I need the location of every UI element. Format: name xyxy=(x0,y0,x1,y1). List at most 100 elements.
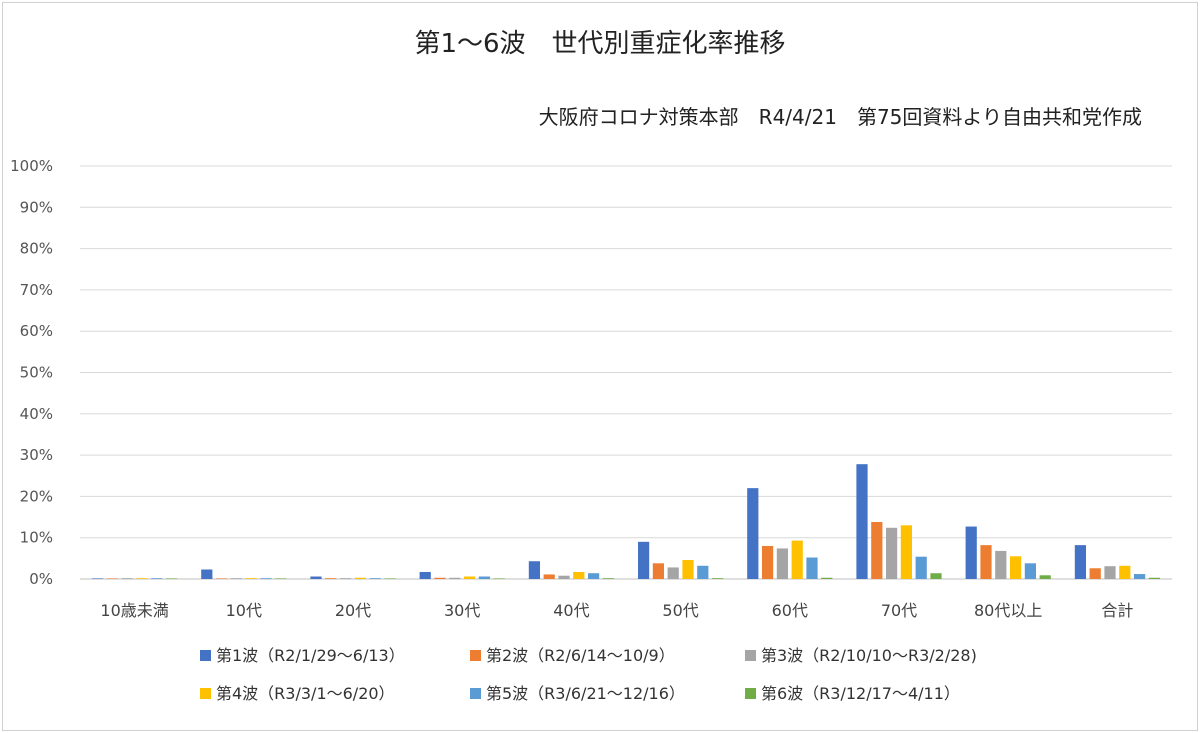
y-tick-label: 30% xyxy=(20,446,53,464)
bar xyxy=(121,578,133,579)
y-tick-label: 60% xyxy=(20,322,53,340)
bar xyxy=(354,577,366,579)
legend-label: 第6波（R3/12/17～4/11） xyxy=(761,684,960,703)
bar xyxy=(106,578,118,579)
bar xyxy=(478,576,490,579)
legend-label: 第5波（R3/6/21～12/16） xyxy=(486,684,685,703)
bar xyxy=(325,578,337,579)
bar xyxy=(260,578,272,579)
bar xyxy=(871,522,883,579)
x-axis-categories: 10歳未満 10代 20代 30代 40代 50代 60代 70代 80代以上 合計 xyxy=(100,601,1133,620)
bar xyxy=(166,578,178,579)
bar xyxy=(310,576,322,579)
gridlines xyxy=(80,165,1172,580)
bar xyxy=(697,565,709,579)
bar xyxy=(1134,574,1146,579)
bar xyxy=(449,577,461,579)
y-tick-label: 40% xyxy=(20,405,53,423)
bar xyxy=(1074,545,1086,579)
bar xyxy=(558,575,570,579)
bar xyxy=(1148,577,1160,579)
bar xyxy=(652,563,664,579)
bar xyxy=(245,578,257,579)
bar xyxy=(230,578,242,579)
bar xyxy=(762,545,774,579)
bar xyxy=(1089,568,1101,579)
legend-swatch xyxy=(470,688,481,699)
legend: 第1波（R2/1/29～6/13） 第2波（R2/6/14～10/9） 第3波（R2… xyxy=(200,646,977,703)
legend-label: 第4波（R3/3/1～6/20） xyxy=(216,684,395,703)
legend-swatch xyxy=(200,688,211,699)
bar xyxy=(682,560,694,579)
bar xyxy=(543,574,555,579)
bar xyxy=(369,578,381,579)
x-category-label: 合計 xyxy=(1101,601,1133,620)
legend-swatch xyxy=(745,650,756,661)
bar xyxy=(965,526,977,579)
y-tick-label: 70% xyxy=(20,281,53,299)
legend-swatch xyxy=(745,688,756,699)
bar xyxy=(747,488,759,579)
y-axis-ticks: 0% 10% 20% 30% 40% 50% 60% 70% 80% 90% 100% xyxy=(10,157,53,588)
bar xyxy=(588,573,600,579)
bar xyxy=(602,578,614,579)
bar xyxy=(1039,575,1051,579)
bar xyxy=(886,527,898,579)
y-tick-label: 80% xyxy=(20,240,53,258)
bar xyxy=(821,577,833,579)
bar xyxy=(900,525,912,579)
bar xyxy=(92,578,104,579)
bar xyxy=(434,577,446,579)
bar xyxy=(980,545,992,579)
chart-title: 第1～6波 世代別重症化率推移 xyxy=(414,29,785,59)
y-tick-label: 90% xyxy=(20,198,53,216)
bar xyxy=(1010,556,1022,579)
legend-label: 第2波（R2/6/14～10/9） xyxy=(486,646,675,665)
bar xyxy=(275,578,287,579)
legend-label: 第3波（R2/10/10～R3/2/28) xyxy=(761,646,977,665)
x-category-label: 20代 xyxy=(335,601,371,620)
bar xyxy=(856,464,868,579)
bar xyxy=(667,567,679,579)
legend-swatch xyxy=(470,650,481,661)
y-tick-label: 20% xyxy=(20,487,53,505)
x-category-label: 30代 xyxy=(444,601,480,620)
x-category-label: 40代 xyxy=(553,601,589,620)
bar xyxy=(136,578,148,579)
legend-label: 第1波（R2/1/29～6/13） xyxy=(216,646,405,665)
chart-subtitle: 大阪府コロナ対策本部 R4/4/21 第75回資料より自由共和党作成 xyxy=(539,105,1142,129)
x-category-label: 80代以上 xyxy=(974,601,1042,620)
bar xyxy=(791,540,803,579)
bar xyxy=(638,541,650,579)
bar xyxy=(776,548,788,579)
bars xyxy=(92,464,1160,579)
bar xyxy=(1024,563,1036,579)
bar xyxy=(419,571,431,579)
x-category-label: 10歳未満 xyxy=(100,601,168,620)
x-category-label: 70代 xyxy=(881,601,917,620)
bar xyxy=(216,578,228,579)
bar xyxy=(995,550,1007,579)
bar xyxy=(573,571,585,579)
legend-swatch xyxy=(200,650,211,661)
x-category-label: 50代 xyxy=(662,601,698,620)
bar xyxy=(806,557,818,579)
x-category-label: 60代 xyxy=(772,601,808,620)
bar xyxy=(340,578,352,579)
bar xyxy=(528,561,540,579)
y-tick-label: 10% xyxy=(20,529,53,547)
y-tick-label: 50% xyxy=(20,364,53,382)
bar xyxy=(1104,566,1116,579)
bar xyxy=(384,578,396,579)
bar xyxy=(915,556,927,579)
bar xyxy=(201,569,213,579)
bar xyxy=(930,573,942,579)
bar xyxy=(493,578,505,579)
bar xyxy=(464,576,476,579)
bar xyxy=(151,578,163,579)
bar xyxy=(712,578,724,579)
bar xyxy=(1119,565,1131,579)
x-category-label: 10代 xyxy=(226,601,262,620)
